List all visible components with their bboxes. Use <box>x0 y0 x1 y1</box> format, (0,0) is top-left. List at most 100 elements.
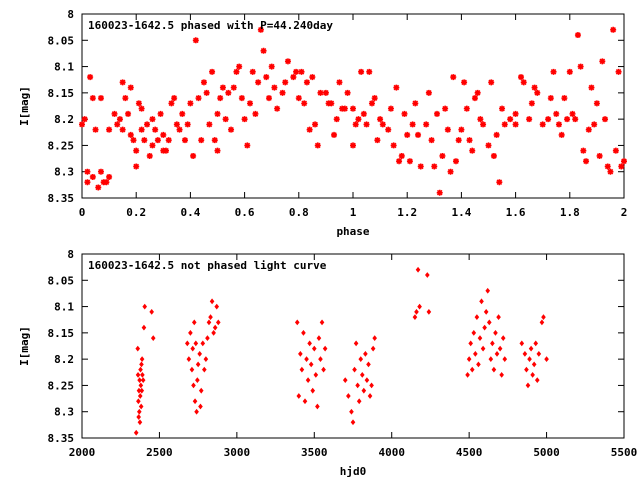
data-point <box>111 110 118 117</box>
data-point <box>247 100 254 107</box>
x-axis-label: phase <box>336 225 369 238</box>
data-point <box>544 356 549 363</box>
data-points <box>79 26 627 196</box>
data-point <box>519 340 525 347</box>
data-point <box>225 89 232 96</box>
data-point <box>367 393 373 399</box>
data-point <box>290 74 297 81</box>
data-point <box>593 100 600 107</box>
data-point <box>488 356 494 363</box>
data-point <box>379 121 386 128</box>
x-tick-label: 0.6 <box>235 206 255 219</box>
data-point <box>412 100 419 107</box>
data-point <box>426 308 432 315</box>
data-point <box>168 100 175 107</box>
data-point <box>561 95 568 102</box>
data-point <box>310 387 316 394</box>
data-point <box>502 356 508 363</box>
data-point <box>200 340 206 347</box>
data-point <box>493 131 500 138</box>
data-point <box>319 319 325 326</box>
data-point <box>154 137 161 144</box>
data-point <box>308 361 314 368</box>
data-point <box>249 68 256 75</box>
data-point <box>241 116 248 123</box>
data-point <box>621 158 627 165</box>
data-point <box>527 356 532 363</box>
data-point <box>488 79 495 86</box>
data-point <box>188 329 193 336</box>
data-point <box>152 126 159 133</box>
data-point <box>173 121 180 128</box>
data-point <box>137 419 143 426</box>
data-point <box>359 372 365 378</box>
data-point <box>404 131 411 138</box>
data-point <box>189 366 195 373</box>
data-point <box>214 303 220 310</box>
data-point <box>604 163 611 170</box>
data-point <box>355 116 362 123</box>
data-point <box>293 68 300 75</box>
data-point <box>393 84 400 91</box>
data-point <box>486 319 492 326</box>
data-point <box>89 95 96 102</box>
data-point <box>531 361 537 368</box>
y-tick-label: 8.15 <box>48 87 75 100</box>
data-point <box>165 137 172 144</box>
data-point <box>217 95 224 102</box>
y-tick-label: 8.15 <box>48 327 75 340</box>
data-point <box>316 335 322 341</box>
data-point <box>387 105 394 112</box>
data-point <box>195 377 200 384</box>
y-tick-label: 8.3 <box>54 166 74 179</box>
data-point <box>444 126 451 133</box>
data-point <box>366 361 371 368</box>
data-point <box>331 131 338 138</box>
data-point <box>476 361 481 368</box>
data-point <box>618 163 625 170</box>
y-tick-label: 8.2 <box>54 353 74 366</box>
data-point <box>431 163 438 170</box>
x-tick-label: 5500 <box>611 446 638 459</box>
data-point <box>370 345 376 352</box>
data-point <box>84 168 91 175</box>
data-point <box>181 137 188 144</box>
data-point <box>371 95 378 102</box>
data-point <box>195 361 201 368</box>
x-tick-label: 3000 <box>224 446 251 459</box>
data-point <box>144 121 151 128</box>
data-point <box>315 403 320 410</box>
x-tick-label: 1.8 <box>560 206 580 219</box>
data-point <box>135 372 141 378</box>
data-point <box>215 319 221 326</box>
data-point <box>439 152 446 159</box>
data-point <box>377 116 384 123</box>
data-point <box>497 345 503 352</box>
data-point <box>363 351 368 357</box>
data-point <box>157 110 164 117</box>
data-point <box>434 110 441 117</box>
data-point <box>493 329 498 336</box>
data-point <box>353 340 359 347</box>
data-point <box>466 137 473 144</box>
data-point <box>350 419 356 426</box>
data-point <box>499 372 504 378</box>
y-tick-label: 8.05 <box>48 34 75 47</box>
data-point <box>206 121 213 128</box>
data-point <box>533 340 539 347</box>
x-tick-label: 4000 <box>378 446 405 459</box>
data-point <box>355 382 360 389</box>
data-point <box>298 68 305 75</box>
data-point <box>257 26 264 33</box>
data-point <box>176 126 183 133</box>
data-point <box>336 79 343 86</box>
data-point <box>192 398 198 405</box>
data-point <box>507 116 514 123</box>
data-point <box>228 126 235 133</box>
data-point <box>479 298 484 305</box>
data-point <box>279 89 286 96</box>
data-point <box>417 303 422 310</box>
data-point <box>599 58 606 65</box>
data-point <box>302 398 308 405</box>
data-point <box>191 319 197 326</box>
